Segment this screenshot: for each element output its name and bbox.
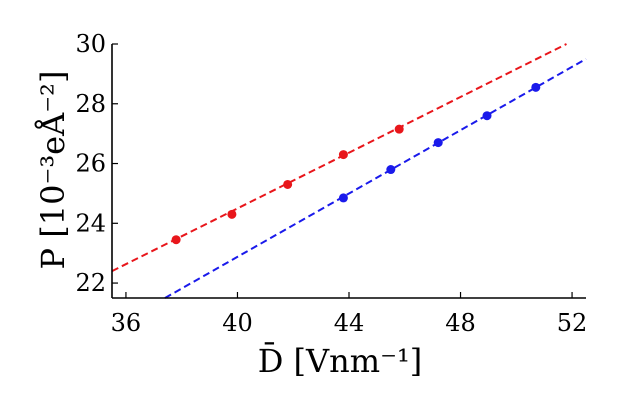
y-tick-label: 26 xyxy=(75,150,106,178)
x-tick-label: 48 xyxy=(445,309,476,337)
data-point-series-2 xyxy=(338,193,348,203)
y-axis-label: P [10⁻³eÅ⁻²] xyxy=(34,71,72,270)
fit-line-series-2 xyxy=(164,58,587,299)
data-point-series-1 xyxy=(227,209,237,219)
data-points xyxy=(171,82,541,245)
y-axis-ticks: 22 24 26 28 30 xyxy=(75,30,118,297)
data-point-series-2 xyxy=(386,165,396,175)
fit-lines xyxy=(111,43,587,299)
fit-line-series-1 xyxy=(111,43,567,273)
data-point-series-2 xyxy=(482,111,492,121)
data-point-series-2 xyxy=(531,82,541,92)
data-point-series-1 xyxy=(338,150,348,160)
x-tick-label: 36 xyxy=(111,309,142,337)
data-point-series-2 xyxy=(433,138,443,148)
data-point-series-1 xyxy=(171,235,181,245)
y-tick-label: 22 xyxy=(75,269,106,297)
x-tick-label: 44 xyxy=(334,309,365,337)
x-tick-label: 52 xyxy=(557,309,588,337)
y-tick-label: 30 xyxy=(75,30,106,58)
data-point-series-1 xyxy=(394,124,404,134)
x-axis-label: D̄ [Vnm⁻¹] xyxy=(258,342,423,380)
y-tick-label: 28 xyxy=(75,90,106,118)
x-tick-label: 40 xyxy=(222,309,253,337)
data-point-series-1 xyxy=(283,179,293,189)
y-tick-label: 24 xyxy=(75,209,106,237)
x-axis-ticks: 36 40 44 48 52 xyxy=(111,292,588,337)
